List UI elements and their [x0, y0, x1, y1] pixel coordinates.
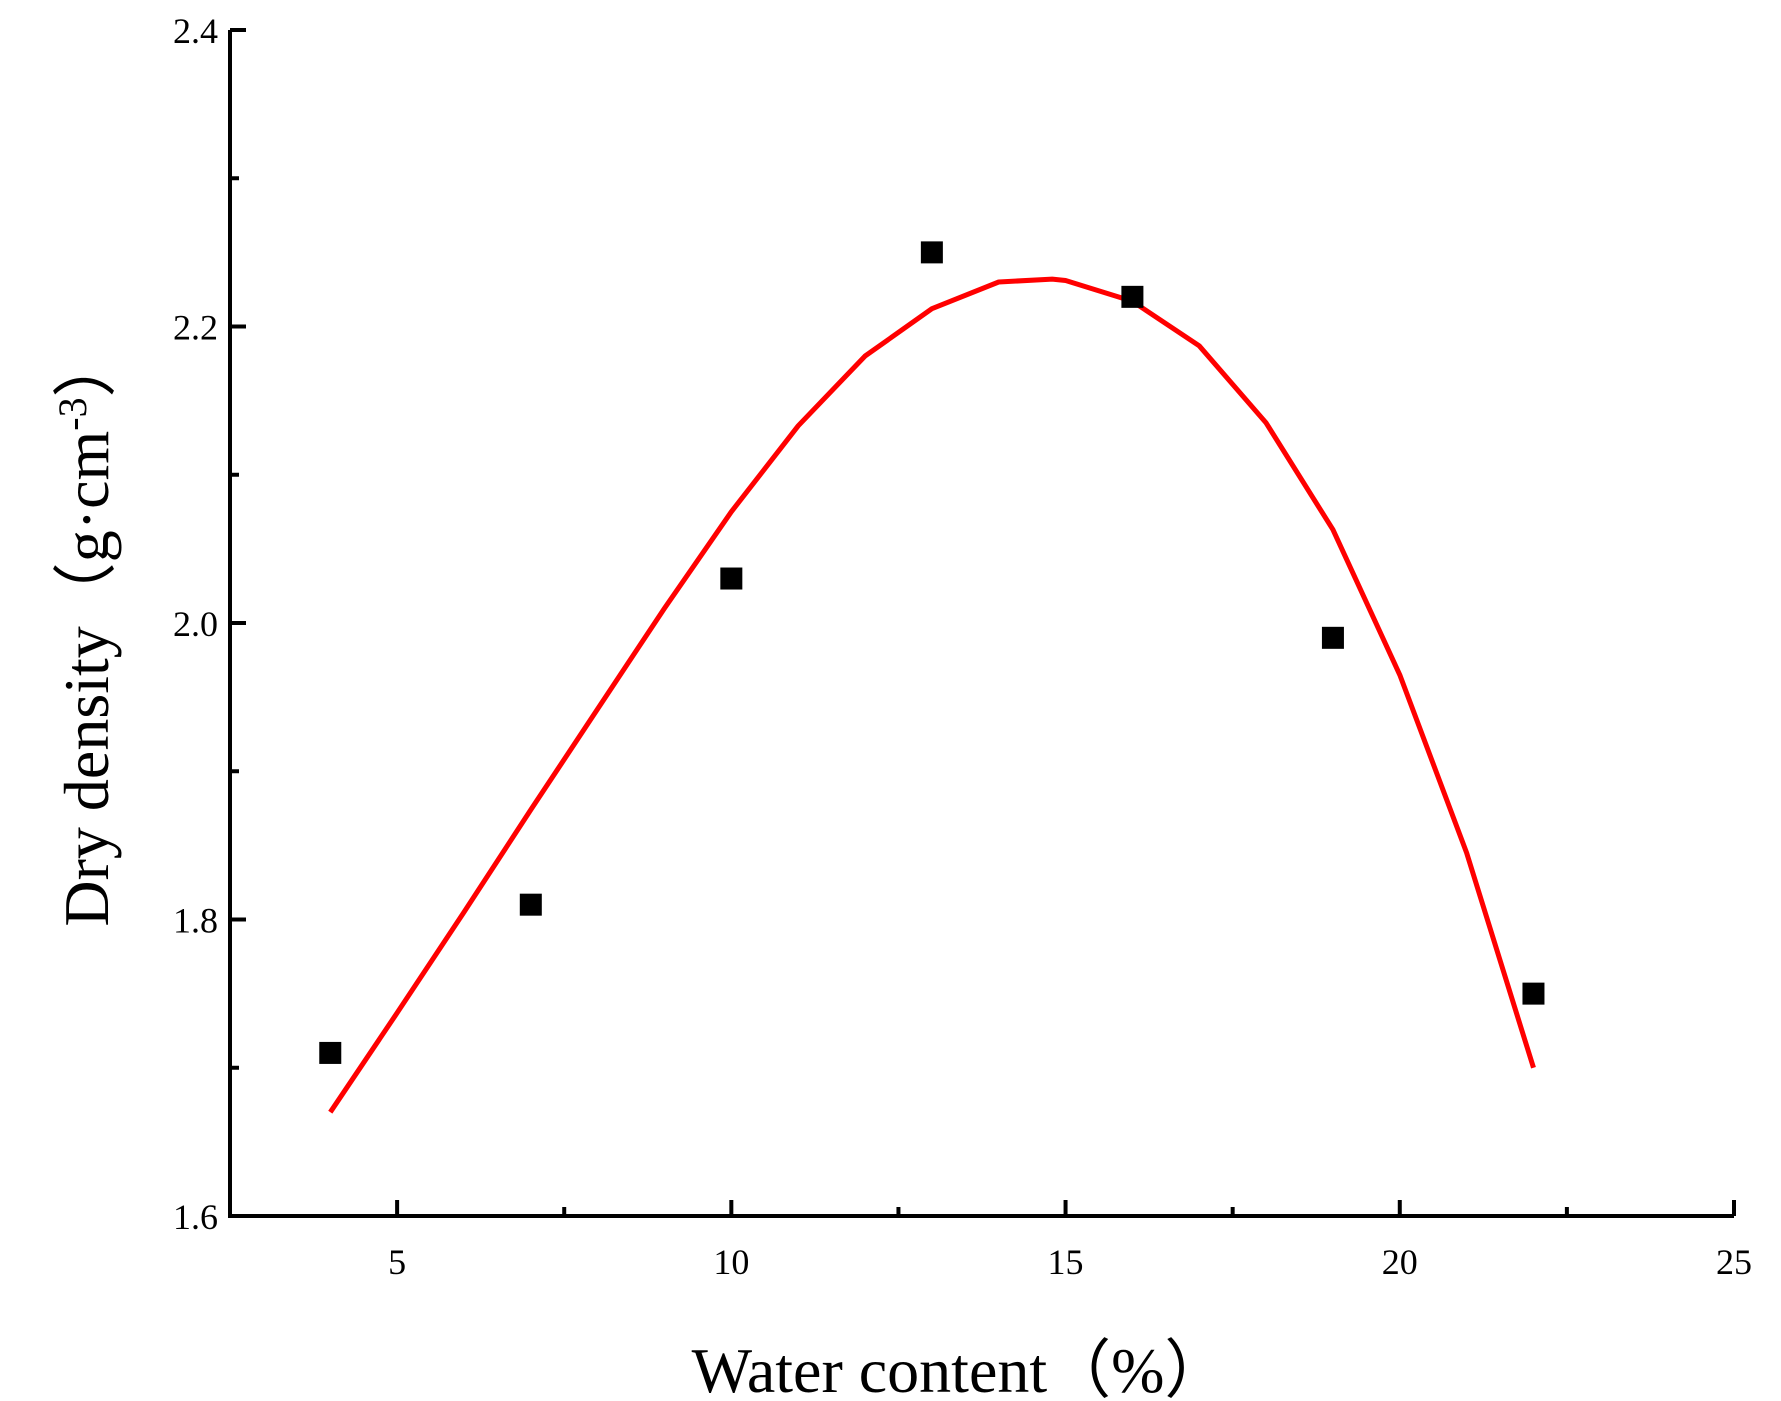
- data-point: [920, 241, 943, 264]
- fit-curve-layer: [328, 276, 1536, 1114]
- y-axis-title-close: ）: [51, 333, 122, 397]
- y-axis-title-main: Dry density（g·cm: [51, 431, 122, 927]
- data-points-layer: [319, 241, 1545, 1064]
- x-tick-label: 10: [713, 1242, 749, 1282]
- x-tick-label: 25: [1716, 1242, 1752, 1282]
- y-tick-label: 2.0: [173, 604, 218, 644]
- y-axis-title-superscript: -3: [50, 397, 95, 430]
- fit-curve: [328, 276, 1536, 1114]
- x-axis-title: Water content（%）: [692, 1335, 1229, 1401]
- data-point: [1522, 982, 1545, 1005]
- axes: 5 10 15 20 25 1.6 1.8 2.0 2.2 2.4: [173, 11, 1752, 1282]
- x-tick-label: 15: [1048, 1242, 1084, 1282]
- y-tick-label: 1.8: [173, 901, 218, 941]
- x-tick-label: 20: [1382, 1242, 1418, 1282]
- data-point: [1321, 626, 1344, 649]
- x-tick-label: 5: [388, 1242, 406, 1282]
- y-axis-title: Dry density（g·cm-3）: [50, 333, 122, 926]
- data-point: [519, 893, 542, 916]
- data-point: [319, 1041, 342, 1064]
- y-tick-label: 2.2: [173, 308, 218, 348]
- y-tick-label: 1.6: [173, 1197, 218, 1237]
- data-point: [720, 567, 743, 590]
- data-point: [1121, 285, 1144, 308]
- y-tick-label: 2.4: [173, 11, 218, 51]
